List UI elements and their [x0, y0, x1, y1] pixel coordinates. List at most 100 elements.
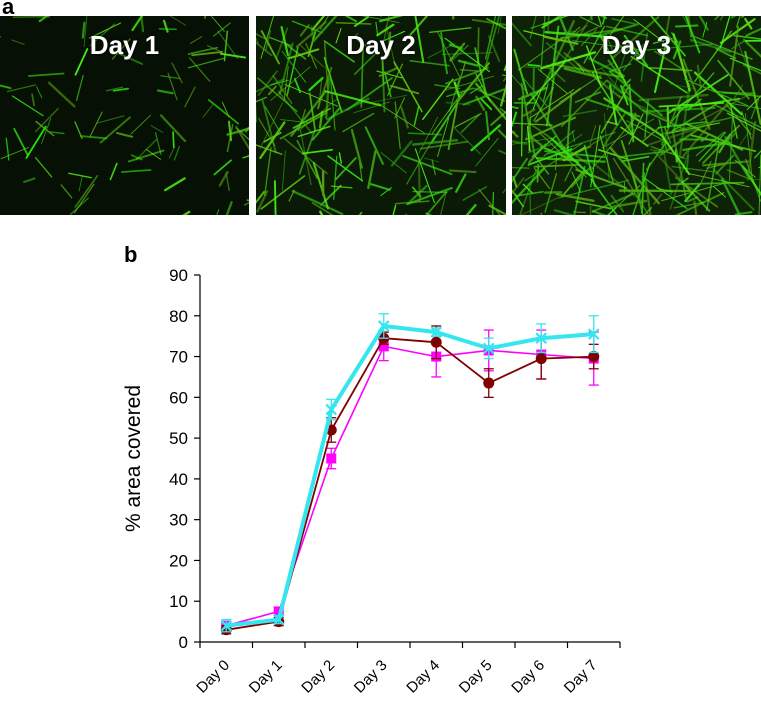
cell-fiber [721, 91, 756, 95]
cell-fiber [492, 191, 495, 215]
cell-fiber [242, 155, 249, 159]
cell-fiber [475, 137, 499, 167]
cell-fiber [453, 127, 481, 155]
cell-fiber [658, 102, 725, 108]
cell-fiber [512, 22, 532, 47]
cell-fiber [641, 126, 660, 143]
cell-fiber [657, 121, 707, 129]
cell-fiber [433, 84, 461, 90]
cell-fiber [344, 16, 358, 23]
cell-fiber [89, 111, 103, 138]
x-tick-label: Day 7 [561, 657, 601, 697]
micrograph-day-2: Day 2 [256, 16, 506, 215]
cell-fiber [256, 33, 268, 41]
cell-fiber [484, 16, 500, 67]
cell-fiber [512, 111, 518, 127]
cell-fiber [698, 16, 709, 31]
cell-fiber [474, 47, 487, 95]
cell-fiber [425, 190, 448, 215]
panel-a-letter: a [2, 0, 15, 19]
cell-fiber [542, 83, 549, 102]
cell-fiber [393, 61, 423, 113]
cell-fiber [407, 132, 443, 136]
cell-fiber [47, 81, 76, 108]
cell-fiber [686, 196, 699, 203]
cell-fiber [656, 187, 674, 193]
cell-fiber [695, 131, 725, 157]
cell-fiber [379, 30, 406, 43]
cell-fiber [561, 133, 583, 149]
cell-fiber [34, 107, 59, 133]
x-tick-label: Day 5 [456, 657, 496, 697]
cell-fiber [377, 102, 425, 134]
data-point [377, 320, 390, 332]
cell-fiber [213, 159, 232, 176]
cell-fiber [512, 74, 526, 91]
cell-fiber [449, 80, 460, 112]
cell-fiber [462, 88, 505, 106]
cell-fiber [583, 16, 594, 29]
series-line [226, 324, 594, 628]
cell-fiber [671, 103, 718, 132]
cell-fiber [601, 16, 606, 25]
cell-fiber [715, 47, 737, 60]
cell-fiber [527, 64, 541, 67]
cell-fiber [223, 30, 229, 62]
cell-fiber [530, 136, 543, 147]
cell-fiber [445, 87, 475, 98]
cell-fiber [744, 17, 753, 30]
cell-fiber [574, 91, 602, 103]
cell-fiber [561, 170, 584, 198]
cell-fiber [605, 25, 648, 37]
cell-fiber [729, 103, 738, 139]
cell-fiber [610, 194, 625, 213]
cell-fiber [633, 18, 665, 43]
cell-fiber [641, 175, 688, 210]
cell-fiber [156, 89, 174, 95]
cell-fiber [617, 94, 675, 123]
cell-fiber [654, 50, 688, 73]
cell-fiber [600, 87, 629, 134]
cell-fiber [34, 156, 53, 178]
cell-fiber [666, 122, 721, 135]
cell-fiber [470, 124, 502, 152]
cell-fiber [296, 140, 318, 179]
cell-fiber [512, 157, 528, 183]
cell-fiber [188, 57, 211, 82]
micrograph-image [256, 16, 506, 215]
cell-fiber [431, 159, 436, 176]
cell-fiber [626, 120, 670, 144]
series-2 [220, 325, 600, 636]
cell-fiber [533, 86, 555, 122]
cell-fiber [512, 129, 519, 138]
cell-fiber [259, 121, 286, 160]
y-tick-label: 10 [169, 592, 188, 611]
cell-fiber [589, 125, 597, 145]
cell-fiber [731, 40, 745, 50]
cell-fiber [327, 155, 364, 182]
cell-fiber [299, 24, 310, 37]
cell-fiber [347, 33, 359, 44]
cell-fiber [478, 188, 501, 215]
cell-fiber [96, 115, 125, 124]
cell-fiber [638, 93, 709, 102]
cell-fiber [750, 98, 760, 120]
cell-fiber [603, 111, 627, 147]
series-1 [221, 329, 599, 631]
cell-fiber [318, 110, 324, 129]
cell-fiber [419, 140, 469, 150]
cell-fiber [359, 162, 363, 182]
cell-fiber [533, 163, 581, 168]
cell-fiber [260, 30, 280, 65]
cell-fiber [628, 113, 644, 145]
cell-fiber [486, 17, 506, 30]
cell-fiber [450, 44, 469, 63]
cell-fiber [742, 38, 761, 58]
cell-fiber [444, 37, 491, 73]
cell-fiber [424, 157, 439, 163]
cell-fiber [256, 190, 269, 213]
cell-fiber [512, 166, 530, 169]
cell-fiber [330, 185, 353, 189]
cell-fiber [696, 64, 703, 91]
data-point [430, 336, 442, 348]
